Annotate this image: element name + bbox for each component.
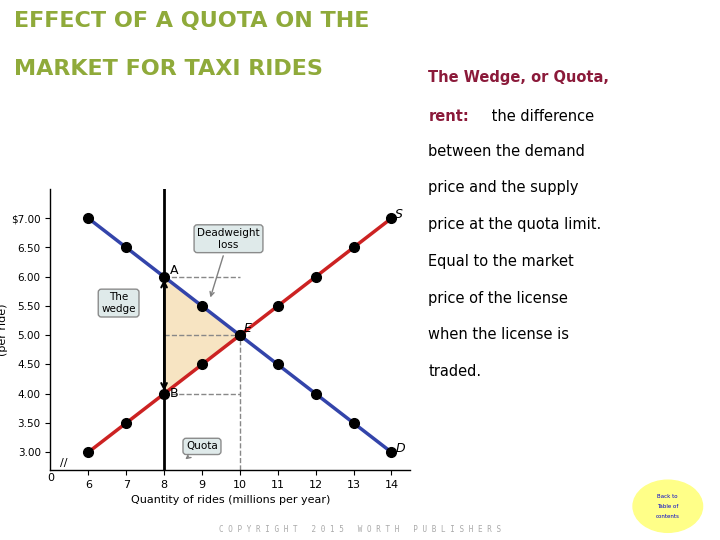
Text: 0: 0 (47, 472, 54, 483)
Text: Back to: Back to (657, 494, 678, 498)
Text: Quota: Quota (186, 441, 218, 458)
Text: A: A (170, 264, 179, 277)
Text: The
wedge: The wedge (102, 292, 136, 314)
Text: S: S (395, 208, 403, 221)
Text: Table of: Table of (657, 504, 678, 509)
Text: E: E (243, 322, 251, 335)
Text: B: B (170, 387, 179, 400)
Text: EFFECT OF A QUOTA ON THE: EFFECT OF A QUOTA ON THE (14, 11, 370, 31)
Polygon shape (164, 276, 240, 394)
Text: price and the supply: price and the supply (428, 180, 579, 195)
Text: traded.: traded. (428, 364, 482, 379)
Text: the difference: the difference (487, 109, 595, 124)
Text: D: D (395, 442, 405, 455)
Text: Equal to the market: Equal to the market (428, 254, 574, 269)
Text: price at the quota limit.: price at the quota limit. (428, 217, 602, 232)
Text: between the demand: between the demand (428, 144, 585, 159)
Text: when the license is: when the license is (428, 327, 570, 342)
Text: contents: contents (656, 514, 680, 519)
Text: C O P Y R I G H T   2 0 1 5   W O R T H   P U B L I S H E R S: C O P Y R I G H T 2 0 1 5 W O R T H P U … (219, 524, 501, 534)
Text: The Wedge, or Quota,: The Wedge, or Quota, (428, 70, 609, 85)
Text: Deadweight
loss: Deadweight loss (197, 228, 260, 296)
Text: //: // (60, 458, 68, 468)
Text: MARKET FOR TAXI RIDES: MARKET FOR TAXI RIDES (14, 59, 323, 79)
Circle shape (633, 480, 703, 532)
Y-axis label: Fare
(per ride): Fare (per ride) (0, 303, 8, 356)
X-axis label: Quantity of rides (millions per year): Quantity of rides (millions per year) (131, 495, 330, 505)
Text: price of the license: price of the license (428, 291, 568, 306)
Text: rent:: rent: (428, 109, 469, 124)
